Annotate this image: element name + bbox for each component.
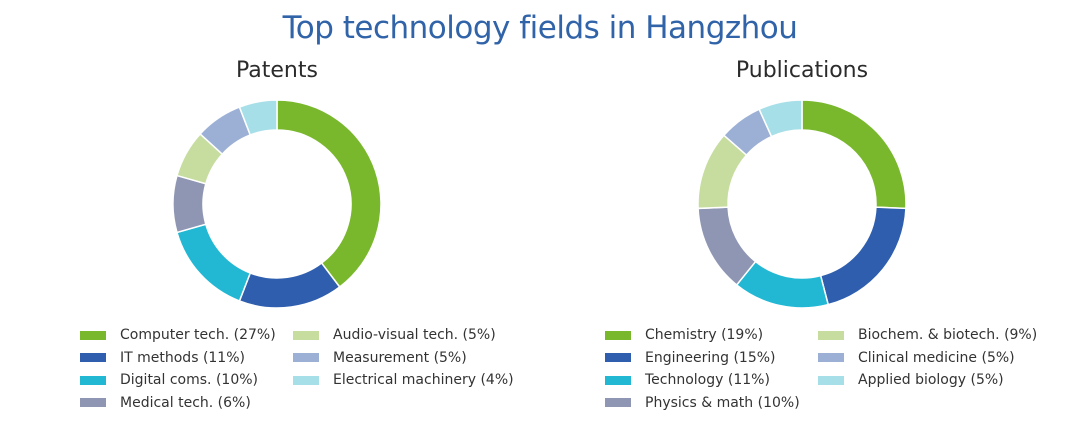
legend-swatch (818, 353, 844, 362)
donut-slice-physics-math (697, 206, 757, 286)
legend-swatch (293, 330, 319, 340)
donut-slice-applied-biology (758, 99, 803, 138)
publications-legend: Chemistry (19%) Engineering (15%) Technolo… (605, 325, 1080, 420)
legend-swatch (605, 353, 631, 362)
legend-label: Physics & math (10%) (645, 394, 800, 411)
legend-label: Biochem. & biotech. (9%) (858, 327, 1038, 343)
legend-label: Applied biology (5%) (858, 372, 1004, 388)
legend-label: Digital coms. (10%) (120, 372, 258, 388)
legend-item-technology: Technology (11%) (605, 370, 770, 390)
donut-slice-medical-tech (172, 174, 207, 234)
donut-slice-digital-coms (176, 223, 252, 302)
legend-label: IT methods (11%) (120, 349, 245, 366)
legend-label: Chemistry (19%) (645, 327, 764, 343)
legend-label: Computer tech. (27%) (120, 327, 276, 343)
legend-item-applied-biology: Applied biology (5%) (818, 370, 1004, 390)
donut-slice-computer-tech (276, 99, 382, 289)
legend-swatch (818, 375, 844, 385)
legend-swatch (80, 375, 106, 385)
legend-item-computer-tech: Computer tech. (27%) (80, 325, 276, 345)
legend-swatch (605, 330, 631, 340)
patents-chart-title: Patents (236, 58, 318, 83)
legend-swatch (605, 375, 631, 385)
legend-item-chemistry: Chemistry (19%) (605, 325, 763, 345)
legend-item-measurement: Measurement (5%) (293, 348, 467, 368)
legend-swatch (80, 353, 106, 362)
legend-swatch (293, 353, 319, 362)
legend-label: Audio-visual tech. (5%) (333, 327, 496, 343)
legend-label: Technology (11%) (645, 372, 770, 388)
legend-item-biochem-biotech: Biochem. & biotech. (9%) (818, 325, 1037, 345)
legend-item-it-methods: IT methods (11%) (80, 348, 245, 368)
legend-item-electrical-machinery: Electrical machinery (4%) (293, 370, 514, 390)
legend-item-medical-tech: Medical tech. (6%) (80, 393, 251, 413)
donut-slice-engineering (819, 206, 907, 306)
legend-swatch (605, 398, 631, 407)
legend-label: Medical tech. (6%) (120, 394, 251, 411)
donut-slice-chemistry (801, 99, 907, 210)
legend-item-audio-visual-tech: Audio-visual tech. (5%) (293, 325, 496, 345)
legend-label: Clinical medicine (5%) (858, 349, 1015, 366)
legend-swatch (293, 375, 319, 385)
legend-swatch (818, 330, 844, 340)
patents-donut-chart (172, 99, 382, 309)
legend-label: Engineering (15%) (645, 349, 776, 366)
patents-legend: Computer tech. (27%) IT methods (11%) Digi… (80, 325, 560, 420)
legend-swatch (80, 330, 106, 340)
donut-slice-it-methods (238, 262, 341, 309)
legend-item-physics-math: Physics & math (10%) (605, 393, 800, 413)
legend-label: Electrical machinery (4%) (333, 372, 514, 388)
donut-slice-electrical-machinery (238, 99, 278, 136)
legend-item-digital-coms: Digital coms. (10%) (80, 370, 258, 390)
legend-label: Measurement (5%) (333, 349, 467, 366)
publications-donut-chart (697, 99, 907, 309)
page-title: Top technology fields in Hangzhou (282, 10, 798, 46)
legend-item-engineering: Engineering (15%) (605, 348, 776, 368)
legend-item-clinical-medicine: Clinical medicine (5%) (818, 348, 1015, 368)
legend-swatch (80, 398, 106, 407)
publications-chart-title: Publications (735, 58, 869, 83)
